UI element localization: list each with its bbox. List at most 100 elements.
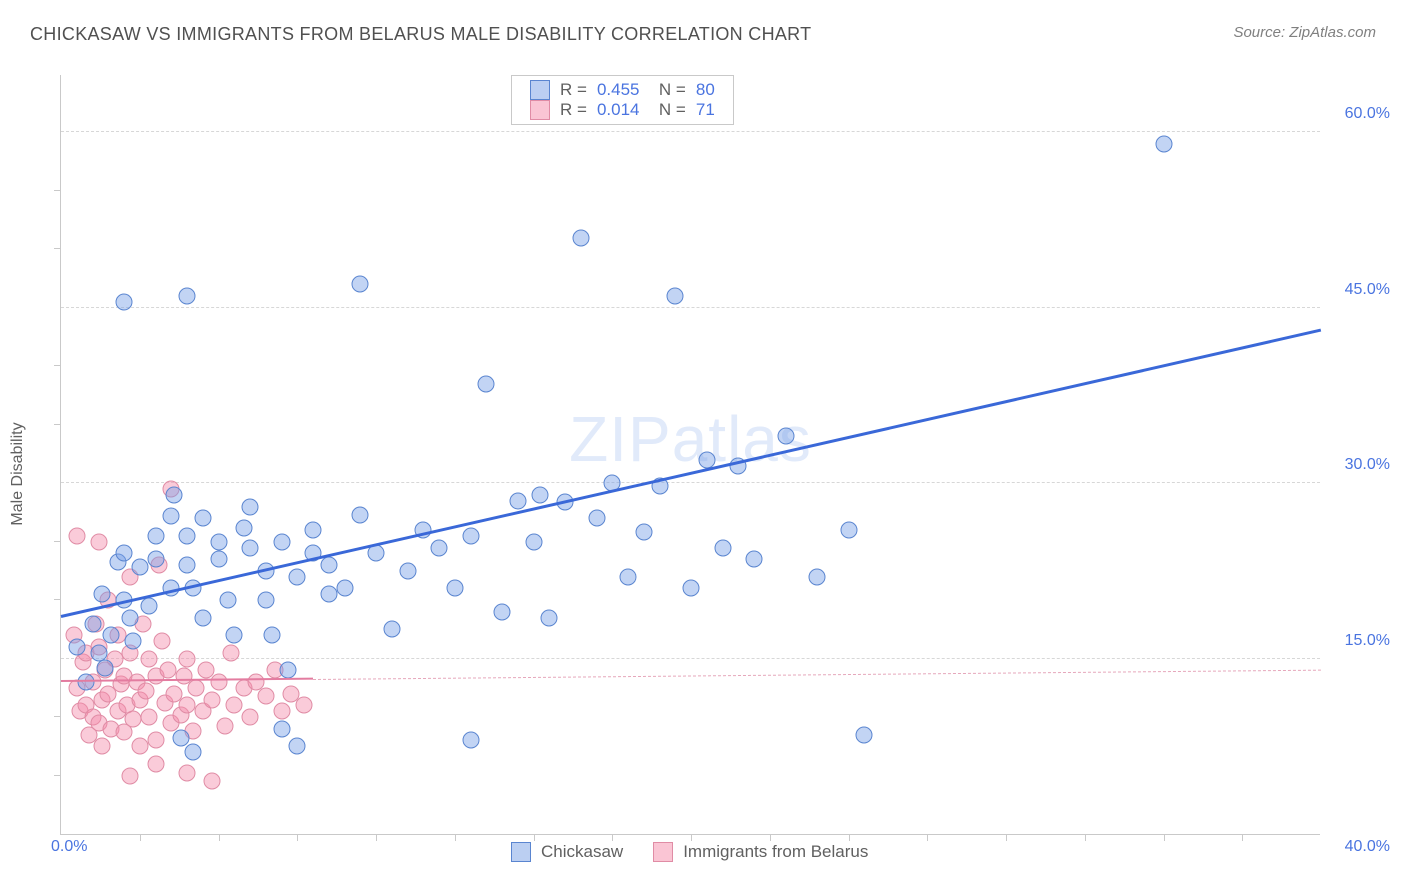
data-point	[93, 738, 110, 755]
data-point	[572, 229, 589, 246]
data-point	[588, 510, 605, 527]
data-point	[204, 691, 221, 708]
data-point	[194, 609, 211, 626]
legend-item: Immigrants from Belarus	[653, 842, 868, 862]
x-tick	[534, 834, 535, 841]
data-point	[305, 522, 322, 539]
data-point	[179, 557, 196, 574]
legend-r-value: 0.455	[597, 80, 640, 100]
x-tick	[140, 834, 141, 841]
data-point	[166, 486, 183, 503]
x-tick	[849, 834, 850, 841]
x-tick	[455, 834, 456, 841]
data-point	[383, 621, 400, 638]
legend-n-value: 71	[696, 100, 715, 120]
data-point	[147, 732, 164, 749]
data-point	[141, 709, 158, 726]
data-point	[273, 533, 290, 550]
legend-swatch	[511, 842, 531, 862]
y-tick-label: 15.0%	[1345, 632, 1390, 650]
page-title: CHICKASAW VS IMMIGRANTS FROM BELARUS MAL…	[30, 24, 811, 45]
data-point	[147, 551, 164, 568]
data-point	[264, 627, 281, 644]
x-tick	[297, 834, 298, 841]
x-tick	[1242, 834, 1243, 841]
data-point	[809, 568, 826, 585]
data-point	[172, 730, 189, 747]
y-tick	[54, 248, 61, 249]
data-point	[116, 545, 133, 562]
x-tick	[219, 834, 220, 841]
data-point	[84, 615, 101, 632]
y-tick	[54, 599, 61, 600]
data-point	[125, 633, 142, 650]
data-point	[494, 603, 511, 620]
data-point	[204, 773, 221, 790]
data-point	[226, 697, 243, 714]
source-credit: Source: ZipAtlas.com	[1233, 24, 1376, 45]
data-point	[295, 697, 312, 714]
data-point	[90, 533, 107, 550]
data-point	[68, 527, 85, 544]
data-point	[683, 580, 700, 597]
data-point	[856, 726, 873, 743]
watermark: ZIPatlas	[569, 402, 812, 476]
data-point	[93, 586, 110, 603]
y-tick	[54, 775, 61, 776]
data-point	[141, 650, 158, 667]
legend-series: Chickasaw Immigrants from Belarus	[511, 842, 868, 862]
data-point	[667, 288, 684, 305]
data-point	[320, 586, 337, 603]
legend-n-label: N =	[649, 100, 685, 120]
x-tick	[376, 834, 377, 841]
legend-item: Chickasaw	[511, 842, 623, 862]
y-tick	[54, 716, 61, 717]
data-point	[399, 562, 416, 579]
data-point	[138, 683, 155, 700]
data-point	[160, 662, 177, 679]
data-point	[235, 519, 252, 536]
data-point	[531, 486, 548, 503]
x-tick-label: 40.0%	[1345, 838, 1390, 856]
data-point	[509, 492, 526, 509]
gridline	[61, 307, 1320, 308]
y-tick	[54, 365, 61, 366]
data-point	[279, 662, 296, 679]
plot-area: ZIPatlas R = 0.455 N = 80R = 0.014 N = 7…	[60, 75, 1320, 835]
data-point	[219, 592, 236, 609]
data-point	[122, 767, 139, 784]
legend-row: R = 0.455 N = 80	[530, 80, 715, 100]
data-point	[147, 527, 164, 544]
data-point	[541, 609, 558, 626]
data-point	[289, 738, 306, 755]
data-point	[462, 732, 479, 749]
data-point	[242, 498, 259, 515]
gridline	[61, 482, 1320, 483]
data-point	[163, 507, 180, 524]
gridline	[61, 658, 1320, 659]
trendline	[313, 669, 1321, 679]
x-tick-label: 0.0%	[51, 838, 87, 856]
data-point	[179, 697, 196, 714]
legend-label: Immigrants from Belarus	[683, 842, 868, 862]
legend-swatch	[530, 80, 550, 100]
legend-swatch	[653, 842, 673, 862]
data-point	[131, 559, 148, 576]
data-point	[97, 659, 114, 676]
data-point	[336, 580, 353, 597]
data-point	[257, 688, 274, 705]
data-point	[242, 539, 259, 556]
x-tick	[1006, 834, 1007, 841]
data-point	[746, 551, 763, 568]
data-point	[216, 718, 233, 735]
x-tick	[691, 834, 692, 841]
data-point	[226, 627, 243, 644]
data-point	[777, 428, 794, 445]
data-point	[320, 557, 337, 574]
legend-r-label: R =	[560, 100, 587, 120]
data-point	[352, 276, 369, 293]
data-point	[179, 527, 196, 544]
data-point	[122, 609, 139, 626]
data-point	[223, 644, 240, 661]
data-point	[141, 598, 158, 615]
